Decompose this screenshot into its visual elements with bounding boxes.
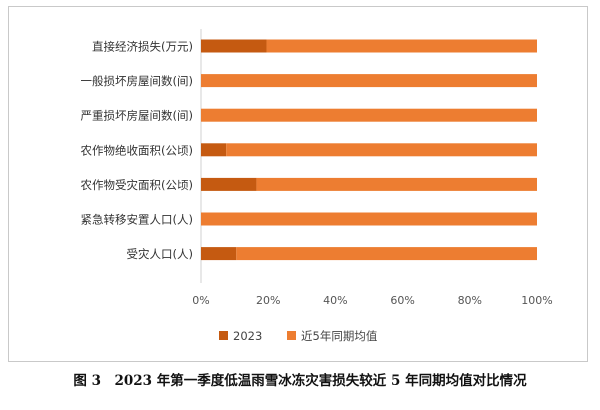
chart-frame: 直接经济损失(万元) 一般损坏房屋间数(间) 严重损坏房屋间数(间) 农作物绝收面积(… [8,6,588,362]
x-tick-label: 60% [390,294,414,307]
x-tick-label: 0% [192,294,209,307]
bar-segment-five-year-average [201,74,537,88]
legend-label: 2023 [233,329,262,343]
category-label: 严重损坏房屋间数(间) [81,109,193,123]
legend-swatch [219,331,228,340]
bar-segment-five-year-average [236,247,537,261]
bar-segment-five-year-average [266,39,537,53]
bar-segment-2023 [201,39,267,53]
bar-segment-five-year-average [201,212,537,226]
bar-segment-five-year-average [256,177,537,191]
category-label: 一般损坏房屋间数(间) [81,74,193,88]
legend-swatch [287,331,296,340]
bar-segment-2023 [201,247,237,261]
category-label: 受灾人口(人) [127,247,193,261]
x-tick-label: 40% [323,294,347,307]
category-label: 农作物受灾面积(公顷) [81,178,193,192]
bar-segment-five-year-average [201,108,537,122]
figure-caption: 图 3 2023 年第一季度低温雨雪冰冻灾害损失较近 5 年同期均值对比情况 [73,373,527,389]
category-label: 紧急转移安置人口(人) [81,213,193,227]
x-tick-label: 80% [458,294,482,307]
x-tick-label: 20% [256,294,280,307]
legend-label: 近5年同期均值 [301,329,378,343]
category-label: 农作物绝收面积(公顷) [81,143,193,157]
category-label: 直接经济损失(万元) [92,40,193,54]
bar-segment-2023 [201,177,257,191]
x-tick-label: 100% [521,294,552,307]
bar-segment-five-year-average [226,143,537,157]
bar-chart: 直接经济损失(万元) 一般损坏房屋间数(间) 严重损坏房屋间数(间) 农作物绝收面积(… [81,29,553,343]
bar-segment-2023 [201,143,227,157]
